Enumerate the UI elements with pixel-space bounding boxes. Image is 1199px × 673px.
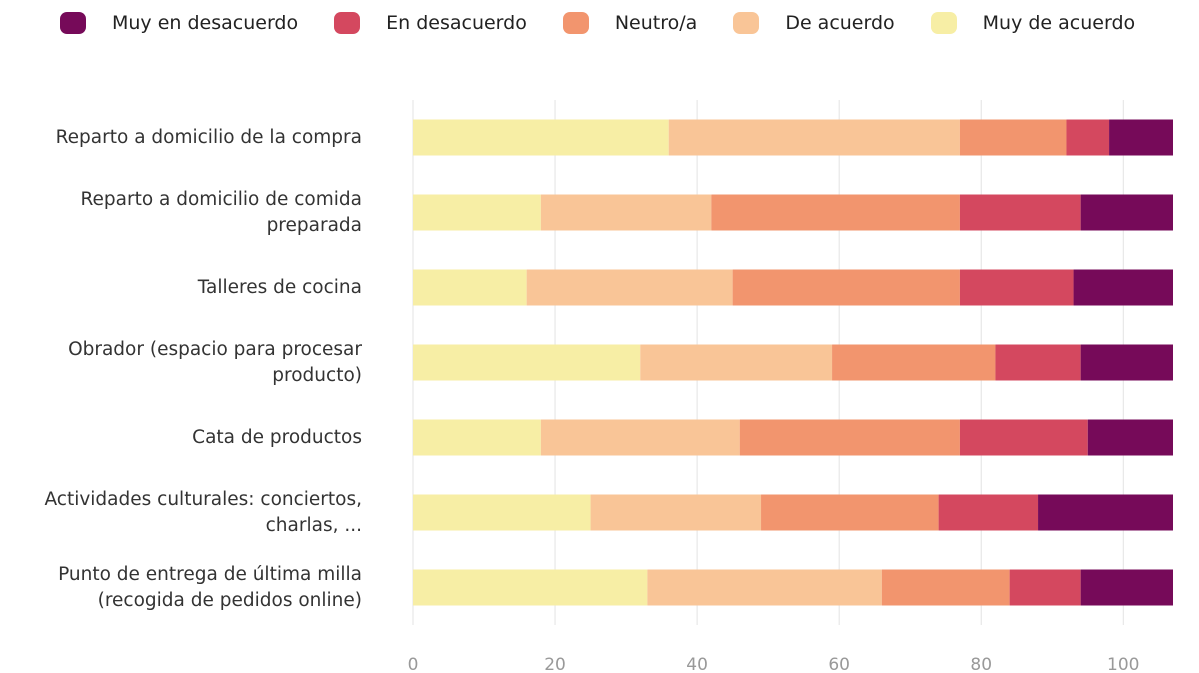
bar-segment bbox=[711, 194, 960, 231]
bar-segment bbox=[413, 194, 541, 231]
legend-swatch bbox=[733, 12, 760, 34]
category-label: Talleres de cocina bbox=[197, 276, 362, 298]
category-label: Punto de entrega de última milla (recogi… bbox=[58, 563, 362, 611]
bar-segment bbox=[938, 494, 1039, 531]
category-label: Cata de productos bbox=[192, 426, 362, 448]
legend-item: De acuerdo bbox=[733, 12, 895, 34]
x-tick-label: 80 bbox=[970, 655, 992, 673]
bar-segment bbox=[668, 119, 960, 156]
bar-segment bbox=[540, 194, 712, 231]
legend-swatch bbox=[334, 12, 361, 34]
legend-swatch bbox=[562, 12, 589, 34]
bar-segment bbox=[1080, 569, 1173, 606]
bar-segment bbox=[413, 269, 527, 306]
x-tick-label: 20 bbox=[544, 655, 566, 673]
legend-item: Neutro/a bbox=[562, 12, 698, 34]
bar-segment bbox=[413, 494, 591, 531]
bar-segment bbox=[1080, 344, 1173, 381]
bar-segment bbox=[590, 494, 762, 531]
bar-segment bbox=[413, 419, 541, 456]
bar-segment bbox=[1087, 419, 1173, 456]
bar-segment bbox=[739, 419, 960, 456]
legend-label: En desacuerdo bbox=[386, 12, 527, 34]
bar-segment bbox=[832, 344, 996, 381]
legend: Muy en desacuerdo En desacuerdo Neutro/a De… bbox=[60, 12, 1199, 34]
x-tick-label: 0 bbox=[408, 655, 419, 673]
x-tick-label: 100 bbox=[1107, 655, 1139, 673]
bar-segment bbox=[732, 269, 960, 306]
category-label: Actividades culturales: conciertos, char… bbox=[44, 488, 362, 536]
bar-segment bbox=[413, 569, 648, 606]
bar-segment bbox=[540, 419, 740, 456]
legend-label: Muy de acuerdo bbox=[982, 12, 1136, 34]
legend-swatch bbox=[60, 12, 86, 34]
bar-segment bbox=[413, 344, 641, 381]
legend-item: Muy en desacuerdo bbox=[60, 12, 298, 34]
bar-segment bbox=[413, 119, 669, 156]
bar-segment bbox=[1073, 269, 1173, 306]
bar-segment bbox=[640, 344, 833, 381]
category-label: Reparto a domicilio de la compra bbox=[55, 126, 362, 148]
legend-label: Neutro/a bbox=[614, 12, 698, 34]
bar-segment bbox=[761, 494, 939, 531]
bar-segment bbox=[959, 269, 1074, 306]
bar-segment bbox=[647, 569, 882, 606]
bar-segment bbox=[1080, 194, 1173, 231]
legend-label: De acuerdo bbox=[785, 12, 895, 34]
bar-segment bbox=[1109, 119, 1173, 156]
legend-label: Muy en desacuerdo bbox=[112, 12, 299, 34]
bar-segment bbox=[959, 119, 1067, 156]
bar-segment bbox=[526, 269, 733, 306]
bar-segment bbox=[1038, 494, 1173, 531]
legend-swatch bbox=[930, 12, 957, 34]
bar-segment bbox=[1009, 569, 1081, 606]
category-label: Reparto a domicilio de comida preparada bbox=[80, 188, 362, 236]
x-tick-label: 60 bbox=[828, 655, 850, 673]
bar-segment bbox=[1066, 119, 1110, 156]
bar-segment bbox=[995, 344, 1081, 381]
category-label: Obrador (espacio para procesar producto) bbox=[68, 338, 362, 386]
bar-segment bbox=[881, 569, 1010, 606]
legend-item: Muy de acuerdo bbox=[930, 12, 1136, 34]
bar-segment bbox=[959, 194, 1081, 231]
bar-segment bbox=[959, 419, 1088, 456]
x-tick-label: 40 bbox=[686, 655, 708, 673]
legend-item: En desacuerdo bbox=[334, 12, 527, 34]
